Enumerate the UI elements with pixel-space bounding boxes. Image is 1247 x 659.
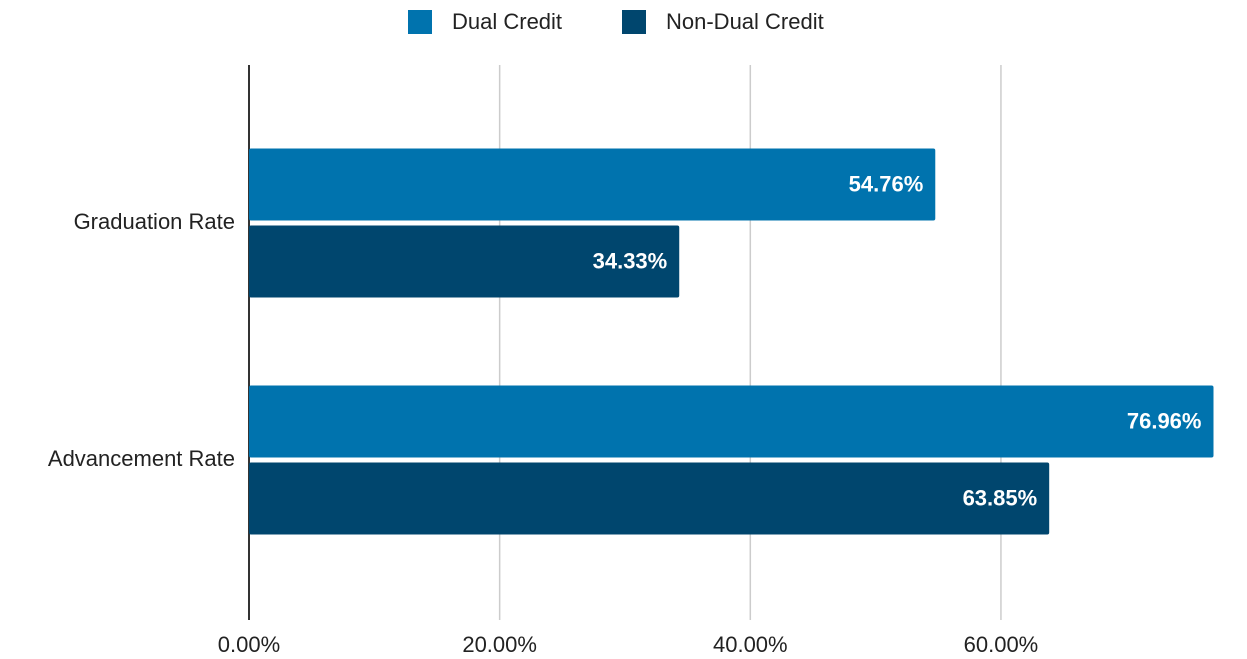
bar <box>249 225 680 298</box>
legend-swatch <box>622 10 646 34</box>
y-tick-label: Advancement Rate <box>48 446 235 471</box>
bar <box>249 385 1214 458</box>
value-label: 54.76% <box>849 171 924 196</box>
bar <box>249 462 1050 535</box>
y-tick-label: Graduation Rate <box>74 209 235 234</box>
value-label: 63.85% <box>963 485 1038 510</box>
x-tick-label: 40.00% <box>713 632 788 657</box>
legend-label: Non-Dual Credit <box>666 9 824 34</box>
bar <box>249 148 936 221</box>
x-tick-label: 60.00% <box>964 632 1039 657</box>
legend-label: Dual Credit <box>452 9 562 34</box>
x-tick-label: 20.00% <box>462 632 537 657</box>
legend-swatch <box>408 10 432 34</box>
value-label: 76.96% <box>1127 408 1202 433</box>
value-label: 34.33% <box>593 248 668 273</box>
x-tick-label: 0.00% <box>218 632 280 657</box>
